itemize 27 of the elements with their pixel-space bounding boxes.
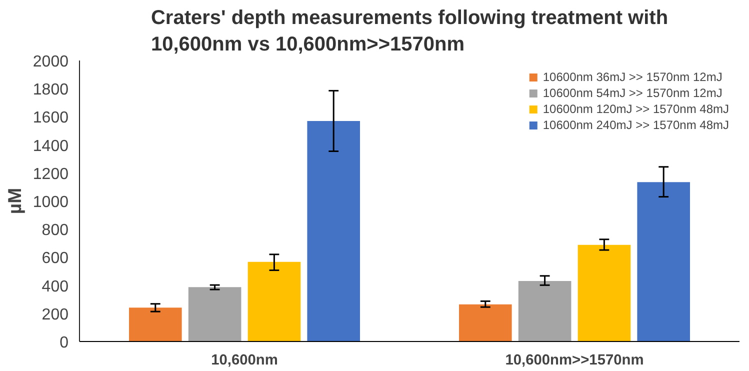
y-tick-label: 1000 (32, 194, 69, 211)
x-tick-label: 10,600nm (211, 352, 278, 368)
y-tick-label: 800 (42, 222, 69, 240)
bar (459, 304, 512, 342)
bar (637, 182, 690, 342)
legend-label: 10600nm 240mJ >> 1570nm 48mJ (542, 118, 729, 132)
bar (248, 262, 301, 342)
y-tick-label: 1400 (32, 138, 69, 155)
y-tick-label: 200 (42, 306, 69, 324)
chart-title: Craters' depth measurements following treatment with 10,600nm vs 10,600nm>>1570nm (150, 7, 668, 56)
legend-label: 10600nm 54mJ >> 1570nm 12mJ (542, 86, 722, 100)
y-tick-label: 600 (42, 250, 69, 268)
y-tick-label: 400 (42, 278, 69, 296)
bar (188, 287, 242, 342)
legend-label: 10600nm 36mJ >> 1570nm 12mJ (542, 70, 722, 84)
y-tick-label: 2000 (32, 54, 69, 70)
legend-label: 10600nm 120mJ >> 1570nm 48mJ (542, 102, 729, 116)
y-axis-title: µM (4, 188, 25, 214)
bar (578, 244, 631, 342)
y-tick-label: 1600 (32, 110, 69, 127)
bar (307, 121, 360, 342)
y-tick-label: 1800 (32, 82, 69, 99)
bar (518, 280, 572, 342)
y-tick-label: 0 (60, 334, 69, 352)
x-tick-label: 10,600nm>>1570nm (505, 352, 644, 368)
bar (129, 308, 182, 342)
y-tick-label: 1200 (32, 166, 69, 183)
